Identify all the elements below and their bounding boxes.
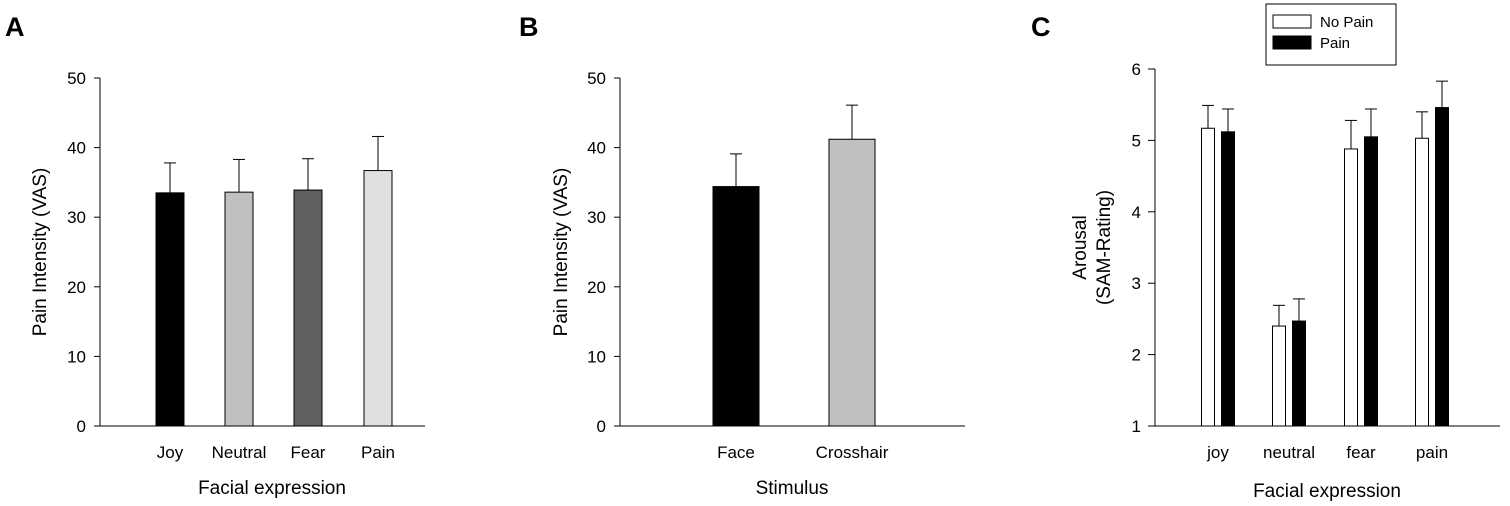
legend: No Pain Pain	[1265, 3, 1397, 66]
y-tick-label: 40	[587, 139, 606, 158]
x-tick-label: fear	[1346, 443, 1376, 462]
y-tick-label: 6	[1132, 60, 1141, 79]
panel-b: B 0 10 20 30 40 50 Face Crosshair Stimulus Pain In…	[519, 12, 965, 499]
legend-swatch	[1272, 14, 1312, 29]
panel-c: C 1 2 3 4 5 6 joy neutral fear pain Facial expressi…	[1031, 3, 1500, 502]
bar	[1364, 136, 1378, 427]
x-tick-label: Crosshair	[816, 443, 889, 462]
y-axis-title: Arousal	[1070, 215, 1091, 279]
y-tick-label: 30	[67, 208, 86, 227]
y-tick-label: 4	[1132, 203, 1141, 222]
bar	[1272, 325, 1286, 427]
y-tick-label: 10	[587, 347, 606, 366]
y-tick-label: 40	[67, 139, 86, 158]
x-tick-label: joy	[1206, 443, 1229, 462]
bar	[1201, 127, 1215, 427]
y-axis-title: (SAM-Rating)	[1094, 190, 1115, 305]
bar	[293, 189, 323, 427]
y-tick-label: 50	[587, 69, 606, 88]
bar	[1435, 107, 1449, 427]
panel-letter-a: A	[5, 12, 25, 42]
x-axis-title: Stimulus	[756, 478, 829, 499]
legend-swatch	[1272, 35, 1312, 50]
x-tick-label: pain	[1416, 443, 1448, 462]
y-tick-label: 2	[1132, 346, 1141, 365]
x-tick-label: Fear	[291, 443, 326, 462]
bar	[1344, 148, 1358, 427]
y-tick-label: 20	[67, 278, 86, 297]
y-tick-label: 1	[1132, 417, 1141, 436]
bar	[224, 191, 254, 427]
bar	[1221, 131, 1235, 427]
bar	[1415, 137, 1429, 427]
y-tick-label: 3	[1132, 274, 1141, 293]
y-tick-label: 0	[597, 417, 606, 436]
bar	[155, 192, 185, 427]
y-tick-label: 30	[587, 208, 606, 227]
bar	[828, 138, 876, 427]
bar	[363, 170, 393, 427]
y-axis-title: Pain Intensity (VAS)	[551, 168, 572, 337]
x-axis-title: Facial expression	[198, 478, 346, 499]
bar	[712, 186, 760, 427]
bar	[1292, 320, 1306, 427]
x-tick-label: Face	[717, 443, 755, 462]
x-axis-title: Facial expression	[1253, 481, 1401, 502]
panel-letter-b: B	[519, 12, 539, 42]
y-axis-title: Pain Intensity (VAS)	[30, 168, 51, 337]
legend-label: No Pain	[1320, 14, 1373, 31]
x-tick-label: Neutral	[212, 443, 267, 462]
panel-a: A 0 10 20 30 40 50 Joy Neutral Fear Pain Facial exp…	[5, 12, 425, 499]
y-tick-label: 20	[587, 278, 606, 297]
y-tick-label: 0	[77, 417, 86, 436]
x-tick-label: Joy	[157, 443, 184, 462]
x-tick-label: Pain	[361, 443, 395, 462]
y-tick-label: 50	[67, 69, 86, 88]
y-tick-label: 5	[1132, 131, 1141, 150]
panel-letter-c: C	[1031, 12, 1051, 42]
legend-label: Pain	[1320, 35, 1350, 52]
legend-box	[1265, 3, 1397, 66]
y-tick-label: 10	[67, 347, 86, 366]
x-tick-label: neutral	[1263, 443, 1315, 462]
